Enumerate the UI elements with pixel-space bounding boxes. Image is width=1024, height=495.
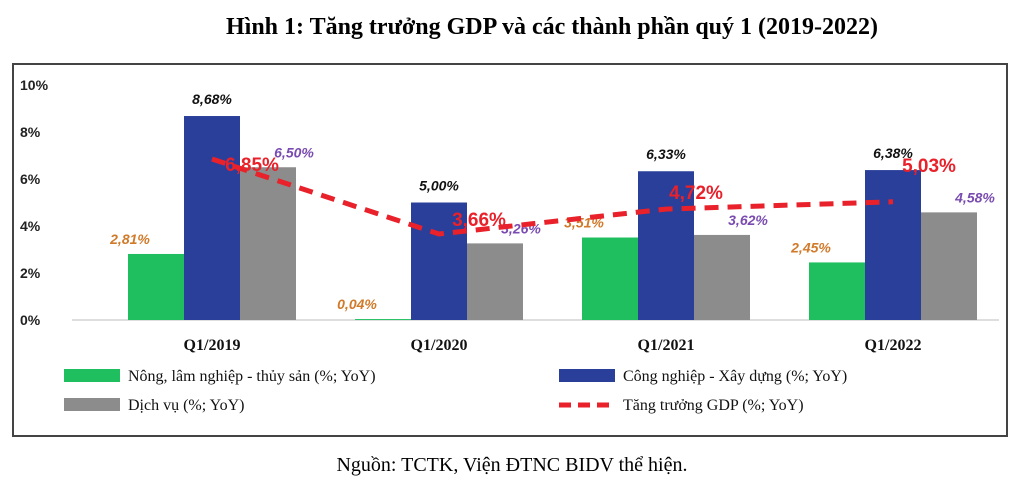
category-label: Q1/2022: [865, 337, 922, 354]
legend-label: Nông, lâm nghiệp - thủy sản (%; YoY): [128, 368, 376, 385]
bar-data-label: 2,45%: [790, 239, 831, 255]
bar-1-Q1-2020: [355, 319, 411, 320]
category-label: Q1/2021: [638, 337, 695, 354]
bar-data-label: 6,50%: [274, 144, 314, 160]
chart-frame: 0% 2% 4% 6% 8% 10% 2,81% 0,04% 3,51% 2,45% 8,68% 5,…: [12, 63, 1008, 437]
bar-1-Q1-2022: [809, 262, 865, 320]
category-label: Q1/2019: [184, 337, 241, 354]
legend-label: Công nghiệp - Xây dựng (%; YoY): [623, 368, 847, 385]
gdp-data-label: 6,85%: [225, 155, 279, 176]
bar-data-label: 6,38%: [873, 145, 913, 161]
bar-data-label: 2,81%: [109, 231, 150, 247]
bar-1-Q1-2019: [128, 253, 184, 320]
y-tick-label: 4%: [20, 218, 41, 234]
bar-2-Q1-2020: [411, 202, 467, 320]
legend-label: Dịch vụ (%; YoY): [128, 397, 244, 414]
y-tick-label: 0%: [20, 312, 41, 328]
bar-2-Q1-2022: [865, 170, 921, 320]
bar-3-Q1-2021: [694, 234, 750, 320]
legend-swatch: [64, 398, 120, 411]
gdp-data-label: 4,72%: [669, 183, 723, 204]
legend-swatch: [559, 369, 615, 382]
legend-label: Tăng trưởng GDP (%; YoY): [623, 397, 804, 414]
y-tick-label: 8%: [20, 124, 41, 140]
bar-3-Q1-2019: [240, 167, 296, 320]
y-tick-label: 6%: [20, 171, 41, 187]
bar-1-Q1-2021: [582, 237, 638, 320]
bar-3-Q1-2022: [921, 212, 977, 320]
bar-data-label: 8,68%: [192, 91, 232, 107]
bar-data-label: 3,62%: [728, 212, 768, 228]
legend-swatch: [64, 369, 120, 382]
gdp-data-label: 3,66%: [452, 210, 506, 231]
bar-3-Q1-2020: [467, 243, 523, 320]
gdp-data-label: 5,03%: [902, 156, 956, 177]
y-tick-label: 2%: [20, 265, 41, 281]
chart-title: Hình 1: Tăng trưởng GDP và các thành phầ…: [225, 14, 879, 40]
bar-data-label: 4,58%: [954, 189, 995, 205]
source-note: Nguồn: TCTK, Viện ĐTNC BIDV thể hiện.: [336, 454, 688, 476]
chart-svg: 0%2%4%6%8%10%2,81%0,04%3,51%2,45%8,68%5,…: [20, 77, 999, 414]
bar-data-label: 0,04%: [337, 296, 377, 312]
gdp-line: [211, 156, 894, 237]
category-label: Q1/2020: [411, 337, 468, 354]
bar-data-label: 5,00%: [419, 178, 459, 194]
bar-2-Q1-2019: [184, 116, 240, 320]
bar-2-Q1-2021: [638, 171, 694, 320]
y-tick-label: 10%: [20, 77, 49, 93]
bar-data-label: 6,33%: [646, 146, 686, 162]
